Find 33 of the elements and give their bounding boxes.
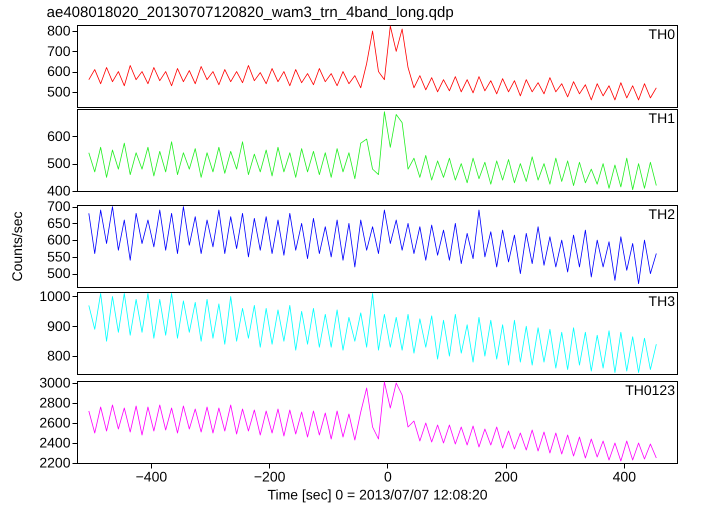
- y-axis-title: Counts/sec: [9, 211, 26, 282]
- y-tick-label: 550: [47, 248, 71, 264]
- x-tick-label: 0: [384, 468, 392, 484]
- y-tick-label: 600: [47, 63, 71, 80]
- x-tick-label: −200: [254, 468, 286, 484]
- y-tick-label: 2200: [39, 454, 71, 470]
- y-tick-label: 500: [47, 83, 71, 100]
- text: TH1: [648, 110, 676, 126]
- y-tick-label: 400: [47, 182, 71, 198]
- x-tick-label: 400: [612, 468, 636, 484]
- y-tick-label: 600: [47, 128, 71, 144]
- text: TH0: [648, 26, 676, 42]
- y-tick-label: 600: [47, 232, 71, 248]
- y-tick-label: 800: [47, 22, 71, 39]
- y-tick-label: 2400: [39, 434, 71, 450]
- x-axis-title: Time [sec] 0 = 2013/07/07 12:08:20: [267, 486, 488, 502]
- x-tick-label: 200: [494, 468, 518, 484]
- text: TH3: [648, 293, 676, 309]
- chart-title: ae408018020_20130707120820_wam3_trn_4band_long.qdp: [46, 4, 454, 22]
- y-tick-label: 2800: [39, 394, 71, 410]
- x-tick-label: −400: [136, 468, 168, 484]
- series-label: TH2: [648, 206, 676, 222]
- y-tick-label: 500: [47, 155, 71, 172]
- y-tick-label: 650: [47, 214, 71, 231]
- y-tick-label: 900: [47, 318, 71, 334]
- y-tick-label: 700: [47, 198, 71, 214]
- y-tick-label: 500: [47, 265, 71, 282]
- text: TH0123: [625, 382, 676, 398]
- y-tick-label: 800: [47, 348, 71, 364]
- y-tick-label: 2600: [39, 414, 71, 430]
- y-tick-label: 1000: [39, 288, 71, 304]
- y-tick-label: 3000: [39, 374, 71, 390]
- y-tick-label: 700: [47, 42, 71, 59]
